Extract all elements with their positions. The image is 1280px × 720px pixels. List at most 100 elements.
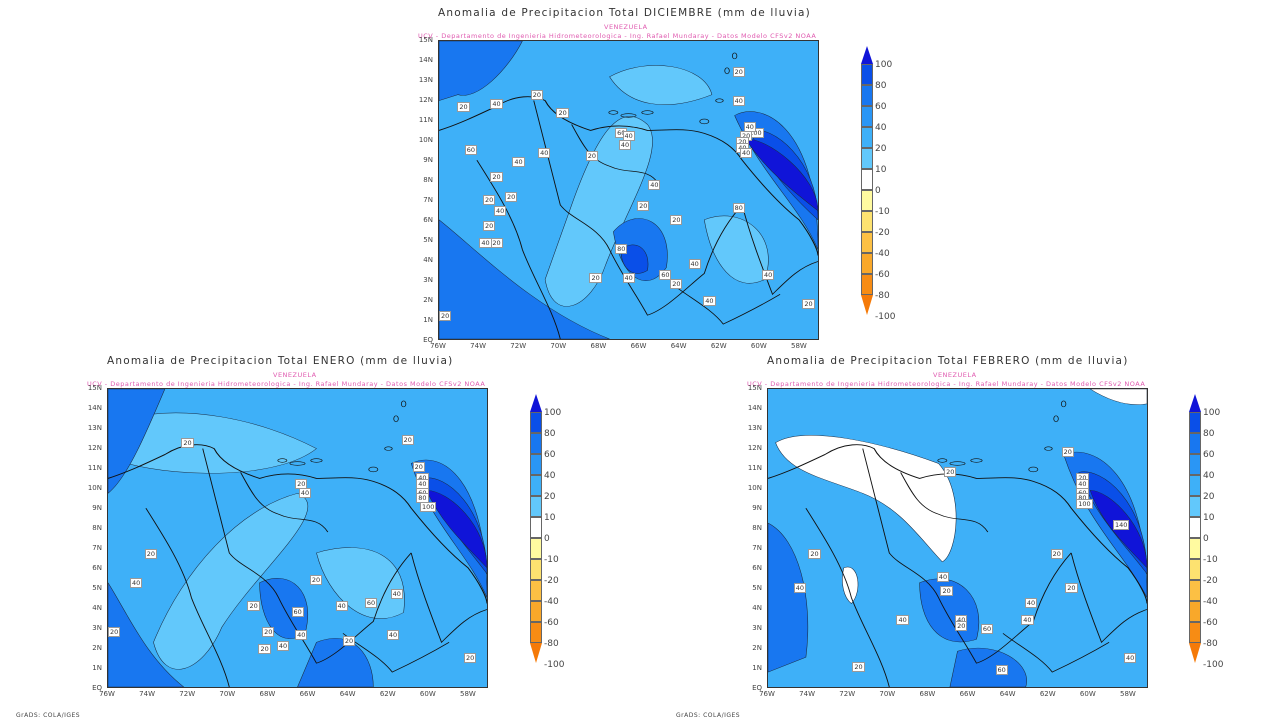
contour-field xyxy=(108,389,487,687)
colorbar-segment xyxy=(861,148,873,169)
contour-region xyxy=(745,139,818,212)
contour-label: 20 xyxy=(940,586,953,597)
contour-label: 60 xyxy=(364,597,378,608)
colorbar-arrow-top xyxy=(530,394,542,412)
lat-tick-label: 1N xyxy=(423,316,433,324)
country-border xyxy=(1070,552,1147,644)
contour-label: 40 xyxy=(276,641,290,652)
contour-region xyxy=(153,493,309,670)
contour-label: 20 xyxy=(483,220,496,231)
colorbar-segment xyxy=(1189,517,1201,538)
country-border xyxy=(410,552,487,644)
lat-tick-label: 8N xyxy=(752,524,762,532)
island xyxy=(949,461,966,466)
lat-tick-label: 6N xyxy=(752,564,762,572)
colorbar-label: 10 xyxy=(544,513,556,523)
island xyxy=(368,466,379,473)
island xyxy=(289,461,306,466)
lat-tick-label: 5N xyxy=(92,584,102,592)
lon-tick-label: 70W xyxy=(879,690,896,698)
country-border xyxy=(571,124,660,185)
colorbar-label: 60 xyxy=(875,102,887,112)
contour-region xyxy=(775,435,957,563)
contour-label: 20 xyxy=(439,310,452,321)
lon-tick-label: 70W xyxy=(219,690,236,698)
contour-label: 100 xyxy=(419,502,437,513)
lon-tick-label: 64W xyxy=(999,690,1016,698)
lon-tick-label: 64W xyxy=(670,342,687,350)
country-border xyxy=(900,472,989,533)
colorbar-label: 100 xyxy=(875,60,893,70)
island xyxy=(715,98,724,103)
contour-region xyxy=(108,582,185,687)
colorbar-segment xyxy=(861,274,873,295)
lon-tick-label: 62W xyxy=(1039,690,1056,698)
contour-label: 20 xyxy=(258,644,271,655)
colorbar-segment xyxy=(1189,538,1201,559)
lat-tick-label: 9N xyxy=(423,156,433,164)
contour-label: 40 xyxy=(479,238,492,249)
contour-label: 20 xyxy=(463,652,477,663)
contour-label: 20 xyxy=(585,151,599,162)
contour-label: 40 xyxy=(739,148,753,159)
contour-region xyxy=(609,65,713,105)
colorbar-label: 0 xyxy=(1203,534,1209,544)
contour-field xyxy=(768,389,1147,687)
contour-region xyxy=(544,116,653,307)
panel-title: Anomalia de Precipitacion Total DICIEMBR… xyxy=(438,7,811,19)
island xyxy=(1060,400,1067,408)
lon-tick-label: 66W xyxy=(299,690,316,698)
lat-tick-label: 4N xyxy=(752,604,762,612)
lat-tick-label: EQ xyxy=(92,684,102,692)
colorbar-label: -20 xyxy=(875,228,890,238)
contour-label: 20 xyxy=(670,215,683,225)
colorbar-label: 40 xyxy=(875,123,887,133)
lon-tick-label: 66W xyxy=(630,342,647,350)
country-border xyxy=(476,160,561,339)
country-border xyxy=(673,285,781,325)
island xyxy=(699,118,710,125)
colorbar-segment xyxy=(530,454,542,475)
colorbar-segment xyxy=(861,85,873,106)
lon-tick-label: 70W xyxy=(550,342,567,350)
colorbar-segment xyxy=(861,127,873,148)
colorbar-label: -100 xyxy=(1203,660,1224,670)
contour-label: 20 xyxy=(1050,548,1063,559)
lat-tick-label: 11N xyxy=(87,464,102,472)
lon-tick-label: 74W xyxy=(470,342,487,350)
precip-anomaly-map: 2020204040608010020402040204060202040402… xyxy=(107,388,488,688)
lat-tick-label: 13N xyxy=(418,76,433,84)
island xyxy=(620,113,637,118)
contour-region xyxy=(439,219,610,339)
colorbar-label: 80 xyxy=(544,429,556,439)
lat-tick-label: 2N xyxy=(752,644,762,652)
country-border xyxy=(202,448,412,664)
lat-tick-label: 12N xyxy=(747,444,762,452)
colorbar-segment xyxy=(1189,559,1201,580)
island xyxy=(608,110,619,115)
colorbar-segment xyxy=(1189,412,1201,433)
colorbar-label: 80 xyxy=(1203,429,1215,439)
contour-label: 140 xyxy=(1112,519,1130,530)
island xyxy=(393,415,399,423)
contour-field xyxy=(439,41,818,339)
contour-region xyxy=(425,490,487,569)
colorbar-label: 40 xyxy=(544,471,556,481)
contour-region xyxy=(126,412,317,474)
lat-tick-label: 10N xyxy=(747,484,762,492)
lat-tick-label: 3N xyxy=(752,624,762,632)
lon-tick-label: 68W xyxy=(259,690,276,698)
panel-credit: UCV - Departamento de Ingenieria Hidrome… xyxy=(747,380,1146,388)
lon-tick-label: 76W xyxy=(430,342,446,350)
colorbar-segment xyxy=(530,622,542,643)
contour-label: 20 xyxy=(247,600,260,611)
island xyxy=(724,67,730,75)
lat-tick-label: 9N xyxy=(752,504,762,512)
country-border xyxy=(741,204,818,296)
lon-tick-label: 58W xyxy=(460,690,476,698)
colorbar-label: 0 xyxy=(544,534,550,544)
lat-tick-label: 10N xyxy=(87,484,102,492)
lon-tick-label: 60W xyxy=(1079,690,1096,698)
colorbar-label: -10 xyxy=(1203,555,1218,565)
lat-tick-label: 10N xyxy=(418,136,433,144)
